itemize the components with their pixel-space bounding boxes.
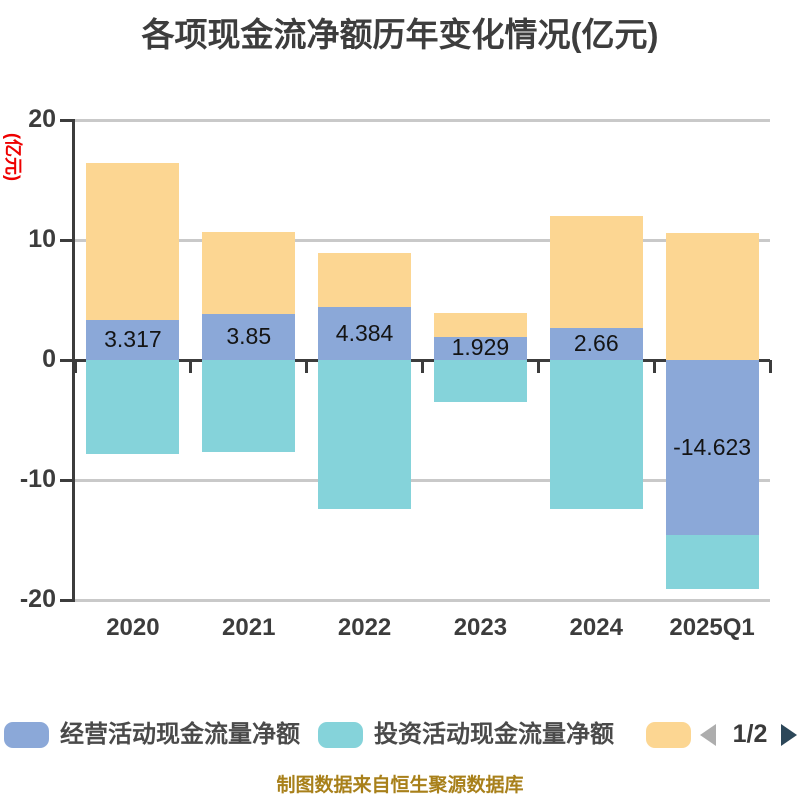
x-tick-label-2023: 2023 [453,614,508,641]
x-tick-label-2021: 2021 [222,614,276,641]
bar-value-label: 4.384 [335,319,394,346]
legend-prev-page-triangle-icon[interactable] [700,724,716,746]
bar-segment-series3-2024[interactable] [549,216,643,329]
legend-item-operating[interactable]: 经营活动现金流量净额 [4,722,300,748]
x-axis-tick [73,360,77,373]
gridline [75,118,770,122]
legend-swatch-operating-icon [4,722,49,748]
bar-value-label: 3.317 [104,326,162,353]
y-tick-label: -10 [19,465,56,493]
bar-segment-series2-2023[interactable] [433,360,527,402]
bar-segment-series2-2022[interactable] [318,360,412,509]
legend-item-third[interactable] [646,722,702,748]
bar-segment-series1-2025Q1[interactable] [665,360,759,536]
bar-segment-series3-2023[interactable] [433,312,527,337]
legend-swatch-investing-icon [318,722,363,748]
legend-item-investing[interactable]: 投资活动现金流量净额 [318,722,614,748]
data-source-note: 制图数据来自恒生聚源数据库 [276,775,524,796]
x-tick-label-2025Q1: 2025Q1 [669,614,755,641]
gridline [75,598,770,602]
x-axis-tick [768,360,772,373]
bar-segment-series3-2022[interactable] [318,253,412,308]
y-axis-tick [60,118,75,122]
bar-segment-series1-2020[interactable] [86,320,180,360]
x-axis-tick [305,360,309,373]
legend-page-indicator: 1/2 [732,720,768,748]
bar-segment-series1-2022[interactable] [318,307,412,360]
bar-value-label: -14.623 [673,433,752,460]
bar-segment-series3-2025Q1[interactable] [665,232,759,360]
x-tick-label-2024: 2024 [569,614,623,641]
legend-next-page-triangle-icon[interactable] [781,724,797,746]
chart-title: 各项现金流净额历年变化情况(亿元) [141,16,659,53]
bar-segment-series2-2021[interactable] [202,360,296,453]
bar-segment-series2-2024[interactable] [549,360,643,509]
bar-segment-series2-2020[interactable] [86,360,180,454]
y-tick-label: 20 [28,105,56,133]
legend-label-operating: 经营活动现金流量净额 [60,721,300,748]
bar-segment-series1-2021[interactable] [202,313,296,360]
y-axis-tick [60,478,75,482]
bar-segment-series2-2025Q1[interactable] [665,535,759,590]
bar-value-label: 1.929 [451,334,510,361]
bar-segment-series3-2020[interactable] [86,162,180,321]
y-axis-tick [60,238,75,242]
bar-value-label: 3.85 [226,322,272,349]
gridline [75,478,770,482]
bar-segment-series3-2021[interactable] [202,232,296,314]
y-tick-label: -20 [19,585,56,613]
x-axis-tick [421,360,424,373]
y-tick-label: 10 [28,225,56,253]
gridline [75,238,770,242]
bar-segment-series1-2024[interactable] [549,328,643,360]
x-axis-tick [536,360,540,373]
y-axis-tick [60,358,75,362]
x-axis-tick [189,360,193,373]
legend-swatch-third-icon [646,722,691,748]
y-tick-label: 0 [42,345,56,373]
x-tick-label-2020: 2020 [106,614,160,641]
y-axis-tick [60,598,75,602]
legend: 经营活动现金流量净额 投资活动现金流量净额 1/2 [0,720,800,750]
bar-value-label: 2.66 [573,330,619,357]
bar-segment-series1-2023[interactable] [433,336,527,360]
x-axis-tick [652,360,656,373]
x-tick-label-2022: 2022 [337,614,392,641]
legend-label-investing: 投资活动现金流量净额 [374,721,614,748]
